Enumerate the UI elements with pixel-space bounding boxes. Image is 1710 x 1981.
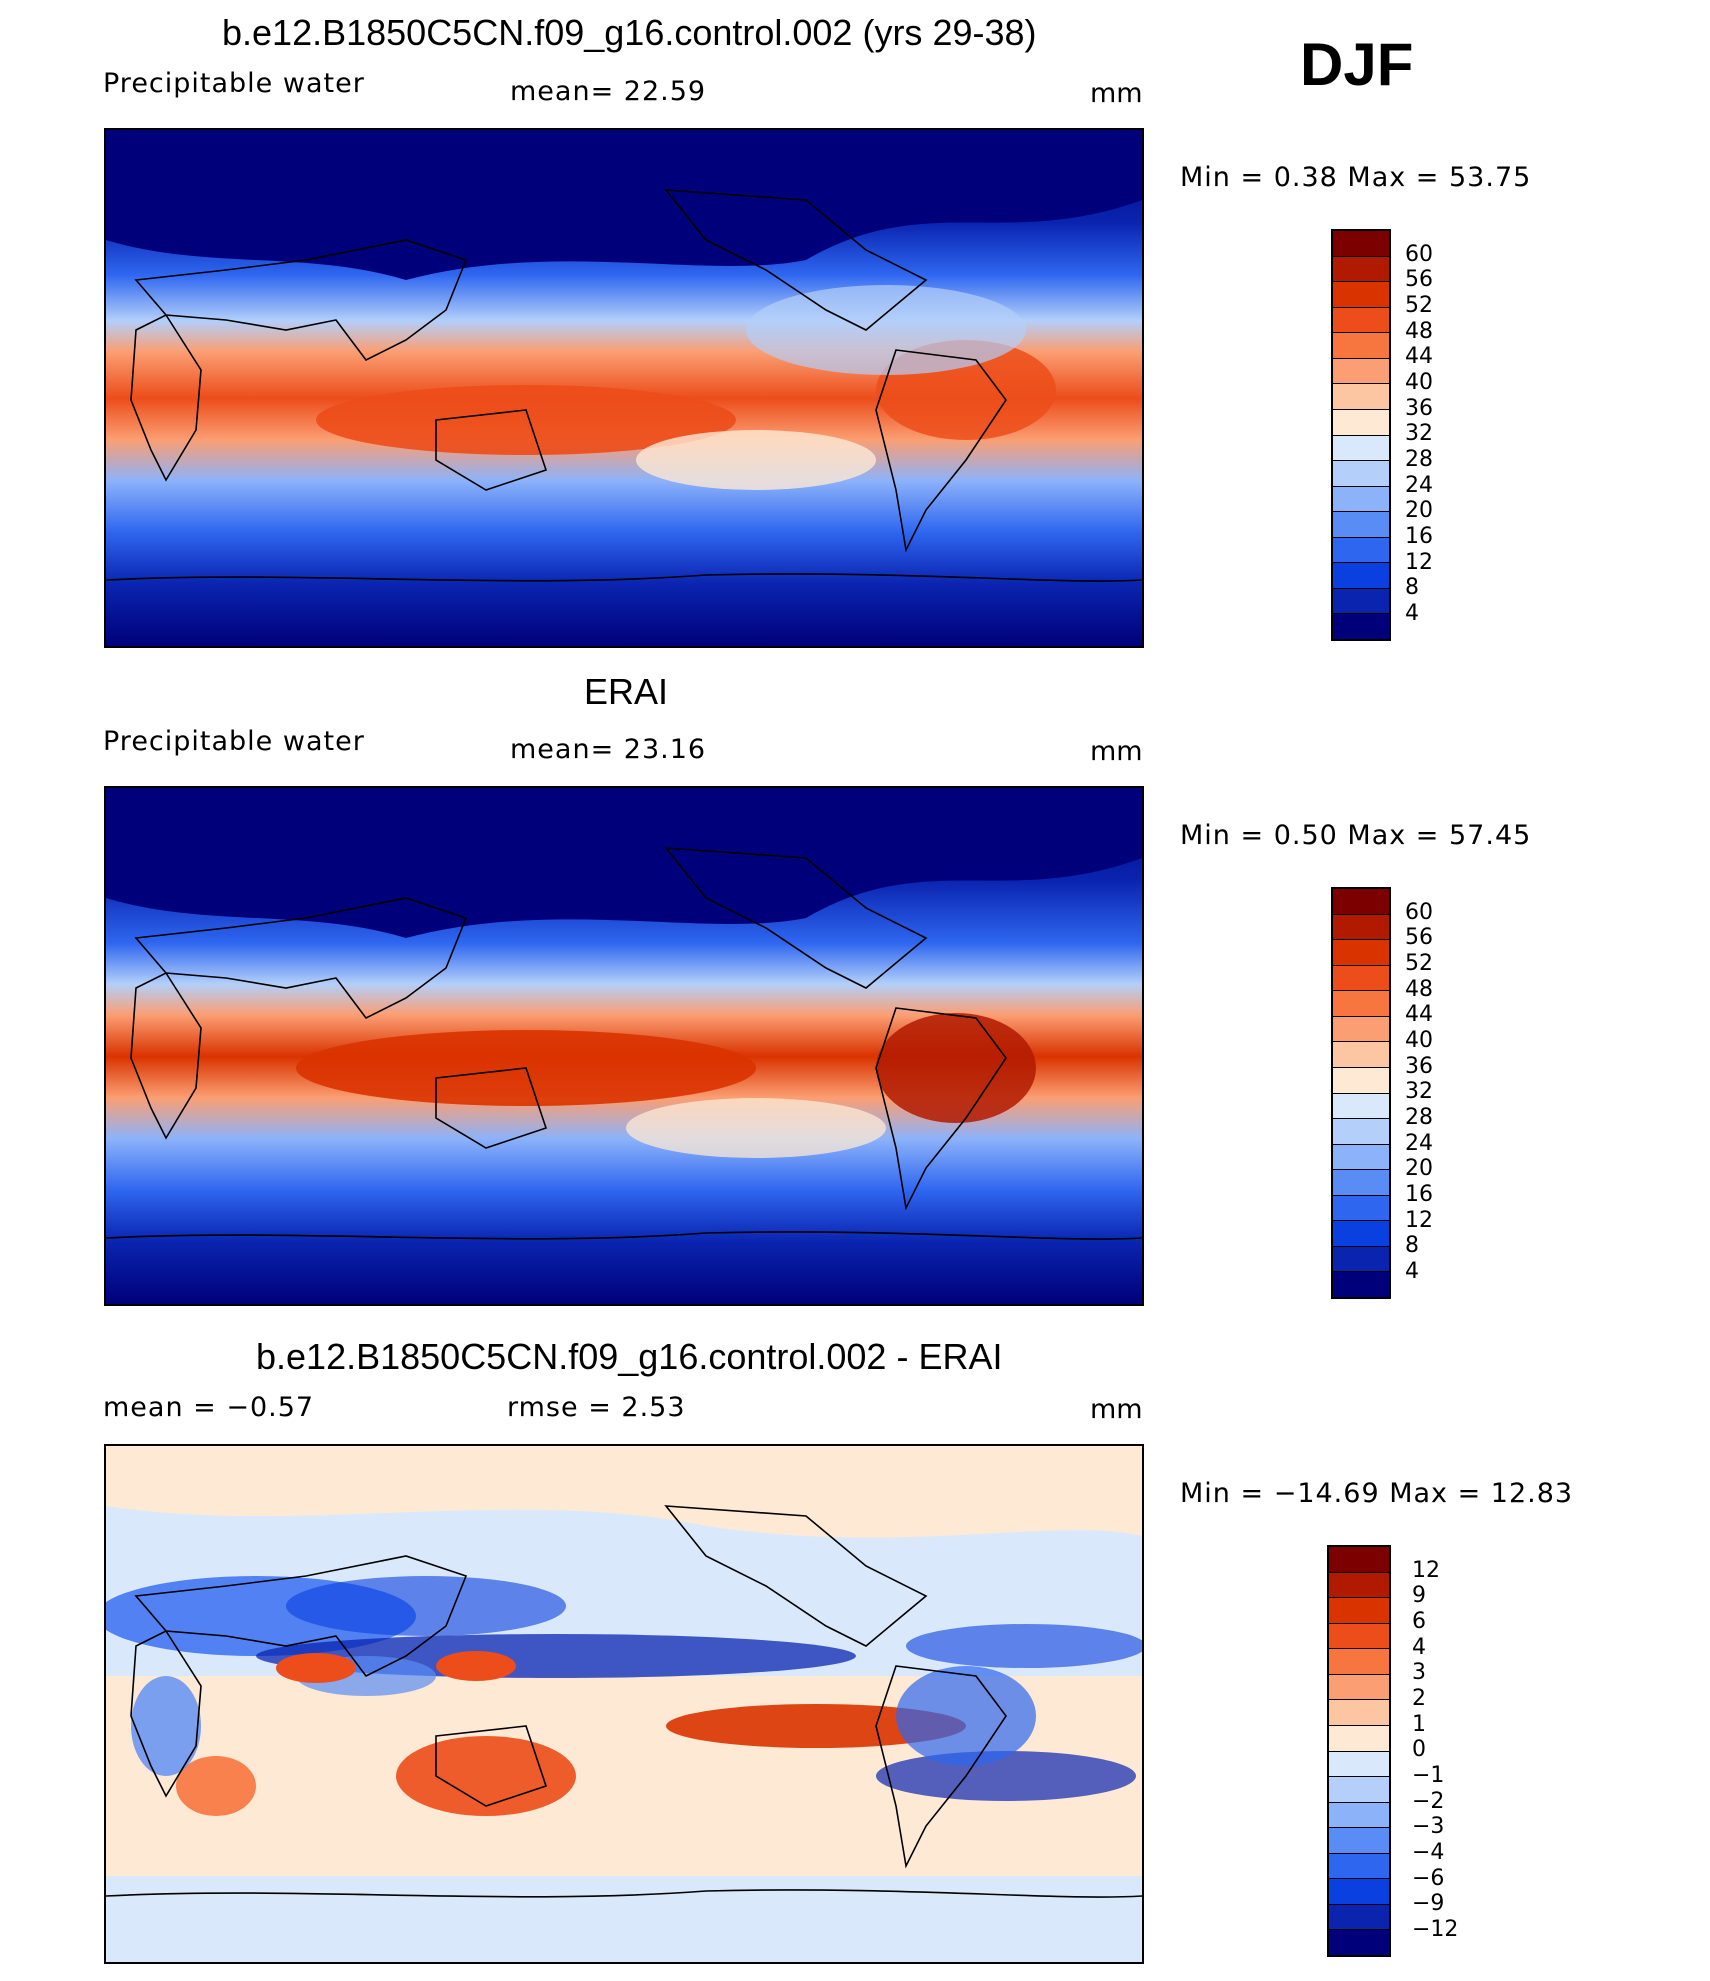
panel1-minmax: Min = 0.38 Max = 53.75 xyxy=(1180,162,1532,193)
colorbar-tick: −3 xyxy=(1412,1814,1445,1839)
colorbar-tick: 56 xyxy=(1405,267,1433,292)
panel2-units: mm xyxy=(1090,736,1143,767)
panel3-map-field xyxy=(106,1446,1142,1962)
colorbar-tick: 20 xyxy=(1405,1156,1433,1181)
panel2-title: ERAI xyxy=(584,671,669,712)
panel1-title: b.e12.B1850C5CN.f09_g16.control.002 (yrs… xyxy=(222,12,1037,53)
colorbar-tick: 4 xyxy=(1412,1635,1426,1660)
colorbar-tick: 20 xyxy=(1405,498,1433,523)
panel1-units: mm xyxy=(1090,78,1143,109)
colorbar-tick: 52 xyxy=(1405,951,1433,976)
panel2-mean: mean= 23.16 xyxy=(510,734,707,765)
colorbar-tick: 8 xyxy=(1405,1233,1419,1258)
panel2-variable: Precipitable water xyxy=(103,726,365,757)
colorbar-tick: 2 xyxy=(1412,1686,1426,1711)
colorbar-tick: −4 xyxy=(1412,1840,1445,1865)
panel3-minmax: Min = −14.69 Max = 12.83 xyxy=(1180,1478,1574,1509)
panel2-map xyxy=(104,786,1144,1306)
colorbar-tick: 48 xyxy=(1405,319,1433,344)
colorbar-tick: −6 xyxy=(1412,1866,1445,1891)
colorbar-tick: 36 xyxy=(1405,1054,1433,1079)
colorbar-tick: 28 xyxy=(1405,1105,1433,1130)
panel3-units: mm xyxy=(1090,1394,1143,1425)
panel1-colorbar xyxy=(1331,229,1391,641)
colorbar-tick: 24 xyxy=(1405,1131,1433,1156)
colorbar-tick: 56 xyxy=(1405,925,1433,950)
panel3-rmse: rmse = 2.53 xyxy=(507,1392,686,1423)
colorbar-tick: 28 xyxy=(1405,447,1433,472)
colorbar-tick: 12 xyxy=(1405,1208,1433,1233)
panel3-mean: mean = −0.57 xyxy=(103,1392,315,1423)
season-label: DJF xyxy=(1300,31,1414,98)
colorbar-tick: 0 xyxy=(1412,1737,1426,1762)
panel2-minmax: Min = 0.50 Max = 57.45 xyxy=(1180,820,1532,851)
panel1-mean: mean= 22.59 xyxy=(510,76,707,107)
colorbar-tick: −12 xyxy=(1412,1917,1459,1942)
colorbar-tick: 9 xyxy=(1412,1583,1426,1608)
colorbar-tick: 44 xyxy=(1405,1002,1433,1027)
panel1-map-field xyxy=(106,130,1142,646)
panel3-colorbar xyxy=(1327,1545,1391,1957)
panel2-map-field xyxy=(106,788,1142,1304)
colorbar-tick: 4 xyxy=(1405,601,1419,626)
colorbar-tick: 32 xyxy=(1405,421,1433,446)
panel3-title: b.e12.B1850C5CN.f09_g16.control.002 - ER… xyxy=(256,1336,1003,1377)
colorbar-tick: 60 xyxy=(1405,900,1433,925)
colorbar-tick: 24 xyxy=(1405,473,1433,498)
colorbar-tick: 3 xyxy=(1412,1660,1426,1685)
colorbar-tick: 16 xyxy=(1405,1182,1433,1207)
colorbar-tick: 40 xyxy=(1405,370,1433,395)
colorbar-tick: −2 xyxy=(1412,1789,1445,1814)
colorbar-tick: 44 xyxy=(1405,344,1433,369)
colorbar-tick: 60 xyxy=(1405,242,1433,267)
panel3-map xyxy=(104,1444,1144,1964)
colorbar-tick: 6 xyxy=(1412,1609,1426,1634)
colorbar-tick: 40 xyxy=(1405,1028,1433,1053)
colorbar-tick: 4 xyxy=(1405,1259,1419,1284)
colorbar-tick: −1 xyxy=(1412,1763,1445,1788)
panel1-map xyxy=(104,128,1144,648)
colorbar-tick: 52 xyxy=(1405,293,1433,318)
colorbar-tick: 12 xyxy=(1405,550,1433,575)
colorbar-tick: 12 xyxy=(1412,1558,1440,1583)
colorbar-tick: 36 xyxy=(1405,396,1433,421)
colorbar-tick: 48 xyxy=(1405,977,1433,1002)
colorbar-tick: 1 xyxy=(1412,1712,1426,1737)
colorbar-tick: 32 xyxy=(1405,1079,1433,1104)
colorbar-tick: 16 xyxy=(1405,524,1433,549)
colorbar-tick: −9 xyxy=(1412,1891,1445,1916)
colorbar-tick: 8 xyxy=(1405,575,1419,600)
panel1-variable: Precipitable water xyxy=(103,68,365,99)
panel2-colorbar xyxy=(1331,887,1391,1299)
